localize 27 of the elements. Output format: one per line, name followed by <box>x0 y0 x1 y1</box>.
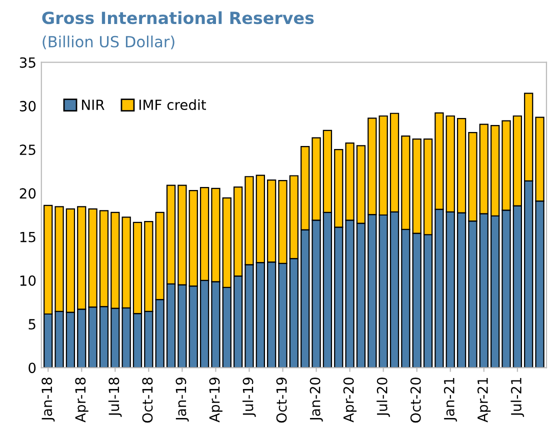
x-tick-label: Apr-21 <box>477 378 491 422</box>
x-tick-label: Jul-19 <box>242 378 256 417</box>
x-tick-label: Oct-20 <box>410 378 421 423</box>
x-tick-label: Apr-18 <box>75 378 88 422</box>
chart-subtitle: (Billion US Dollar) <box>42 36 174 50</box>
x-tick-label: Jan-21 <box>444 378 457 422</box>
y-tick-label: 20 <box>20 188 36 199</box>
chart-title: Gross International Reserves <box>42 11 314 24</box>
y-tick-label: 5 <box>28 319 36 330</box>
x-tick-label: Apr-20 <box>343 378 357 422</box>
y-tick-label: 0 <box>28 362 36 374</box>
x-tick-label: Oct-19 <box>276 378 287 423</box>
y-tick-label: 10 <box>20 275 36 286</box>
legend-label: IMF credit <box>140 99 206 110</box>
x-tick-label: Apr-19 <box>209 378 222 422</box>
x-tick-label: Jul-21 <box>510 378 524 417</box>
y-tick-label: 30 <box>20 100 36 112</box>
legend-label: NIR <box>82 100 104 110</box>
x-tick-label: Jan-18 <box>42 378 55 422</box>
x-tick-label: Jan-19 <box>176 378 189 422</box>
x-tick-label: Jan-20 <box>310 378 323 422</box>
x-tick-label: Jul-20 <box>376 378 390 417</box>
x-tick-label: Jul-18 <box>108 378 122 417</box>
y-tick-label: 35 <box>20 57 36 68</box>
y-tick-label: 25 <box>20 144 36 156</box>
y-tick-label: 15 <box>20 232 36 242</box>
x-tick-label: Oct-18 <box>142 378 153 423</box>
